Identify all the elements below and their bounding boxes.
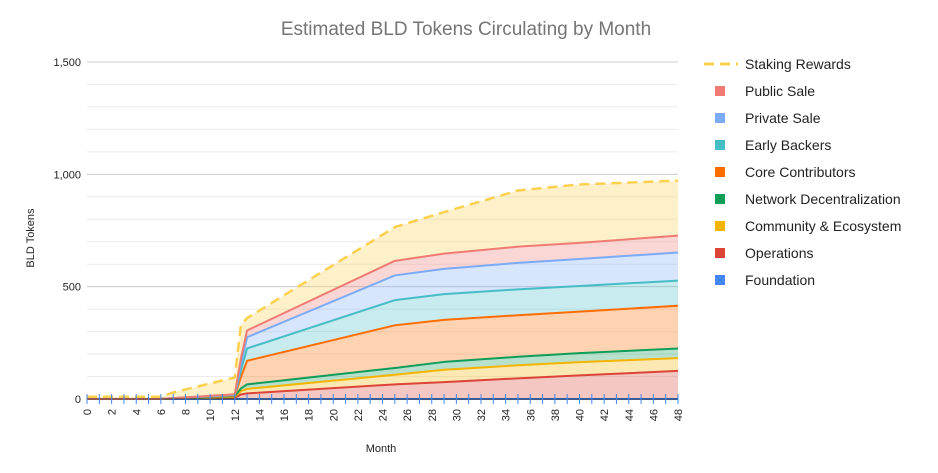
legend-swatch bbox=[715, 275, 725, 285]
x-axis: 0 2 4 6 8 10 12 14 16 18 20 22 24 26 28 30 32 34 36 38 40 42 4… bbox=[82, 394, 685, 421]
legend-swatch bbox=[715, 113, 725, 123]
legend-swatch bbox=[715, 167, 725, 177]
legend-label: Private Sale bbox=[745, 110, 821, 126]
y-axis-label: BLD Tokens bbox=[25, 208, 37, 268]
x-tick-label: 24 bbox=[378, 409, 390, 421]
legend-label: Operations bbox=[745, 245, 813, 261]
x-tick-label: 40 bbox=[575, 409, 587, 421]
legend-label: Network Decentralization bbox=[745, 191, 901, 207]
x-tick-label: 36 bbox=[525, 409, 537, 421]
x-tick-label: 26 bbox=[402, 409, 414, 421]
y-tick-label: 1,000 bbox=[53, 169, 81, 181]
x-tick-label: 34 bbox=[501, 409, 513, 421]
x-tick-label: 2 bbox=[107, 409, 119, 415]
legend-item-early-backers: Early Backers bbox=[715, 137, 831, 153]
x-tick-label: 42 bbox=[599, 409, 611, 421]
legend-label: Core Contributors bbox=[745, 164, 856, 180]
legend-swatch bbox=[715, 248, 725, 258]
chart-title: Estimated BLD Tokens Circulating by Mont… bbox=[281, 19, 651, 40]
x-tick-label: 46 bbox=[648, 409, 660, 421]
legend-swatch bbox=[715, 194, 725, 204]
x-tick-label: 22 bbox=[353, 409, 365, 421]
legend-label: Public Sale bbox=[745, 83, 815, 99]
legend: Staking Rewards Public Sale Private Sale Ea… bbox=[704, 56, 901, 288]
y-tick-label: 1,500 bbox=[53, 57, 81, 69]
legend-label: Early Backers bbox=[745, 137, 831, 153]
legend-item-foundation: Foundation bbox=[715, 272, 815, 288]
x-tick-label: 28 bbox=[427, 409, 439, 421]
legend-label: Staking Rewards bbox=[745, 56, 851, 72]
legend-item-network-decentralization: Network Decentralization bbox=[715, 191, 901, 207]
legend-item-public-sale: Public Sale bbox=[715, 83, 815, 99]
area-public-sale bbox=[87, 235, 678, 399]
x-tick-label: 4 bbox=[131, 409, 143, 415]
legend-label: Community & Ecosystem bbox=[745, 218, 901, 234]
area-private-sale bbox=[87, 252, 678, 399]
legend-swatch bbox=[715, 140, 725, 150]
y-axis: 0 500 1,000 1,500 bbox=[53, 57, 81, 406]
area-early-backers bbox=[87, 280, 678, 399]
x-tick-label: 30 bbox=[451, 409, 463, 421]
legend-item-private-sale: Private Sale bbox=[715, 110, 821, 126]
area-core-contributors bbox=[87, 305, 678, 399]
x-tick-label: 10 bbox=[205, 409, 217, 421]
x-tick-label: 32 bbox=[476, 409, 488, 421]
x-tick-label: 12 bbox=[230, 409, 242, 421]
legend-item-core-contributors: Core Contributors bbox=[715, 164, 856, 180]
legend-item-staking-rewards: Staking Rewards bbox=[704, 56, 851, 72]
stacked-areas bbox=[87, 180, 678, 399]
y-tick-label: 0 bbox=[75, 394, 81, 406]
x-tick-label: 20 bbox=[328, 409, 340, 421]
x-tick-label: 48 bbox=[673, 409, 685, 421]
legend-swatch bbox=[715, 86, 725, 96]
x-tick-label: 38 bbox=[550, 409, 562, 421]
x-tick-label: 16 bbox=[279, 409, 291, 421]
x-tick-label: 14 bbox=[254, 409, 266, 421]
legend-swatch bbox=[715, 221, 725, 231]
legend-item-operations: Operations bbox=[715, 245, 813, 261]
x-axis-label: Month bbox=[366, 443, 397, 455]
line-public-sale bbox=[87, 234, 679, 400]
area-network-decentralization bbox=[87, 348, 678, 399]
legend-label: Foundation bbox=[745, 272, 815, 288]
area-staking-rewards bbox=[87, 180, 678, 399]
x-tick-label: 6 bbox=[156, 409, 168, 415]
x-tick-label: 8 bbox=[181, 409, 193, 415]
line-staking-rewards bbox=[87, 179, 679, 399]
x-tick-label: 0 bbox=[82, 409, 94, 415]
x-tick-label: 18 bbox=[304, 409, 316, 421]
x-tick-label: 44 bbox=[624, 409, 636, 421]
y-tick-label: 500 bbox=[63, 282, 81, 294]
legend-item-community-ecosystem: Community & Ecosystem bbox=[715, 218, 901, 234]
area-community-ecosystem bbox=[87, 358, 678, 399]
grid bbox=[87, 61, 678, 378]
